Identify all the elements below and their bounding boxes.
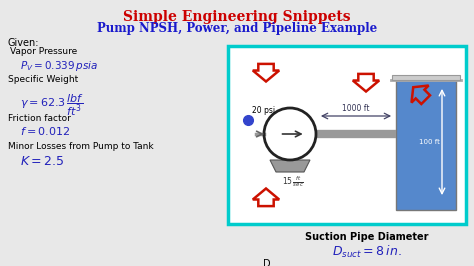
Text: Friction factor: Friction factor (8, 114, 71, 123)
Text: $\gamma = 62.3\,\dfrac{lbf}{ft^3}$: $\gamma = 62.3\,\dfrac{lbf}{ft^3}$ (20, 93, 84, 118)
Bar (392, 75, 460, 80)
Text: Specific Weight: Specific Weight (8, 75, 78, 84)
Bar (228, 46, 466, 224)
Text: 20 psi: 20 psi (252, 106, 275, 115)
Text: 1000 ft: 1000 ft (342, 104, 370, 113)
Bar (396, 80, 456, 210)
Text: Suction Pipe Diameter: Suction Pipe Diameter (305, 232, 429, 242)
Text: 100 ft: 100 ft (419, 139, 440, 145)
Text: Pump NPSH, Power, and Pipeline Example: Pump NPSH, Power, and Pipeline Example (97, 22, 377, 35)
Text: Simple Engineering Snippets: Simple Engineering Snippets (123, 10, 351, 24)
Text: $D_{suct} = 8\,in.$: $D_{suct} = 8\,in.$ (332, 244, 402, 260)
Text: Minor Losses from Pump to Tank: Minor Losses from Pump to Tank (8, 142, 154, 151)
Text: $K = 2.5$: $K = 2.5$ (20, 155, 64, 168)
Text: $P_V = 0.339\,psia$: $P_V = 0.339\,psia$ (20, 59, 98, 73)
Text: Given:: Given: (8, 38, 39, 48)
Text: $f = 0.012$: $f = 0.012$ (20, 125, 70, 137)
Text: D: D (263, 259, 271, 266)
Text: $15\,\frac{ft}{sec}$: $15\,\frac{ft}{sec}$ (282, 174, 304, 189)
Text: Vapor Pressure: Vapor Pressure (10, 47, 77, 56)
Polygon shape (270, 160, 310, 172)
